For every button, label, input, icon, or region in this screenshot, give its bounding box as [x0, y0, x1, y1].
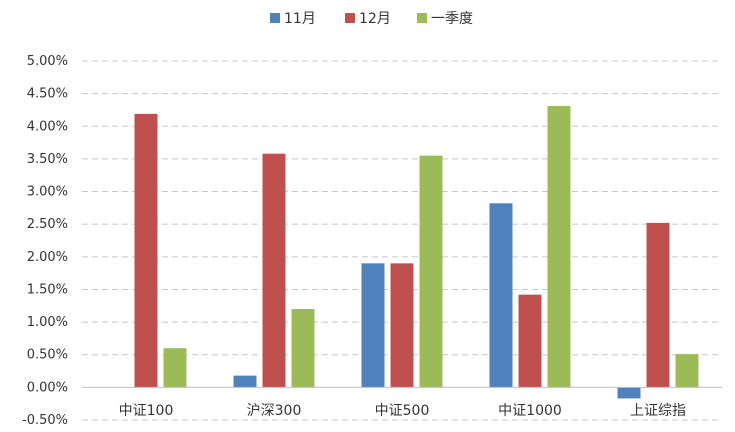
x-tick-label: 沪深300 [247, 403, 302, 419]
bar [547, 106, 571, 388]
bars [134, 106, 699, 399]
y-tick-label: 3.00% [27, 185, 68, 200]
legend-label: 一季度 [431, 11, 473, 27]
y-tick-label: 4.50% [27, 87, 68, 102]
y-tick-label: 3.50% [27, 152, 68, 167]
bar [233, 375, 257, 388]
y-tick-label: -0.50% [22, 413, 68, 428]
y-tick-label: 4.00% [27, 119, 68, 134]
bar [518, 294, 542, 388]
x-tick-label: 中证100 [119, 403, 174, 419]
legend-label: 12月 [359, 11, 391, 27]
bar [361, 263, 385, 388]
legend-label: 11月 [284, 11, 316, 27]
y-tick-label: 0.00% [27, 380, 68, 395]
bar [617, 387, 641, 399]
y-tick-label: 1.50% [27, 282, 68, 297]
legend-swatch [345, 13, 355, 23]
y-tick-label: 1.00% [27, 315, 68, 330]
y-tick-label: 2.00% [27, 250, 68, 265]
y-tick-label: 2.50% [27, 217, 68, 232]
bar [291, 309, 315, 388]
x-tick-label: 中证1000 [498, 403, 562, 419]
x-tick-label: 中证500 [375, 403, 430, 419]
x-tick-label: 上证综指 [630, 403, 686, 419]
bar [390, 263, 414, 388]
bar [134, 113, 158, 388]
legend-swatch [270, 13, 280, 23]
y-axis: -0.50% 0.00% 0.50% 1.00% 1.50% 2.00% 2.50% 3.00… [22, 54, 68, 428]
x-axis: 中证100 沪深300 中证500 中证1000 上证综指 [82, 386, 722, 419]
bar [419, 155, 443, 388]
y-tick-label: 5.00% [27, 54, 68, 69]
bar [489, 203, 513, 388]
legend-swatch [417, 13, 427, 23]
bar [646, 222, 670, 388]
bar [163, 348, 187, 388]
y-tick-label: 0.50% [27, 348, 68, 363]
bar [675, 354, 699, 388]
legend: 11月 12月 一季度 [270, 11, 473, 27]
bar [262, 153, 286, 388]
